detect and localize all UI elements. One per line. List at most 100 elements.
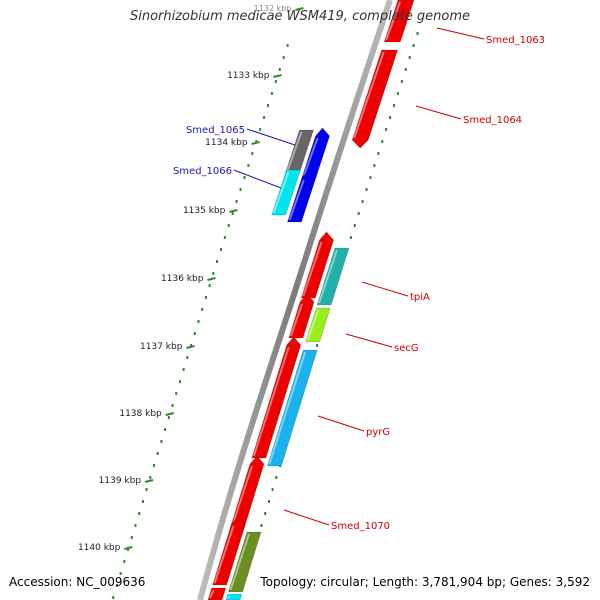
tick-dot: [219, 248, 222, 251]
genome-backbone: [197, 0, 393, 600]
gene-feature[interactable]: [207, 587, 227, 600]
kbp-tick-mark: [207, 277, 216, 281]
gene-label[interactable]: Smed_1064: [463, 115, 522, 126]
gene-label[interactable]: tpiA: [410, 292, 430, 303]
tick-dot: [216, 260, 218, 263]
kbp-tick-mark: [251, 141, 260, 145]
tick-dot: [381, 140, 384, 143]
gene-label-leader: [345, 333, 393, 348]
tick-dot: [282, 56, 285, 59]
tick-dot: [243, 176, 246, 179]
tick-dot: [182, 368, 185, 371]
tick-dot: [186, 356, 189, 359]
tick-dot: [123, 560, 126, 563]
tick-dot: [416, 32, 419, 35]
tick-dot: [239, 188, 242, 191]
kbp-tick-label: 1140 kbp: [78, 543, 121, 553]
gene-label[interactable]: pyrG: [366, 427, 390, 438]
gene-feature[interactable]: [288, 293, 315, 339]
genome-summary-text: Topology: circular; Length: 3,781,904 bp…: [260, 575, 590, 589]
tick-dot: [251, 152, 254, 155]
tick-dot: [134, 524, 137, 527]
tick-dot: [264, 512, 267, 515]
tick-dot: [263, 116, 266, 119]
gene-feature[interactable]: [251, 336, 302, 459]
tick-dot: [255, 140, 258, 143]
gene-label[interactable]: Smed_1065: [186, 125, 245, 136]
tick-dot: [412, 44, 415, 47]
gene-feature[interactable]: [266, 349, 318, 467]
gene-label-leader: [283, 509, 330, 526]
accession-text: Accession: NC_009636: [9, 575, 146, 589]
tick-dot: [212, 272, 215, 275]
gene-feature-highlight: [209, 589, 215, 599]
tick-dot: [274, 80, 277, 83]
gene-feature-highlight: [268, 351, 307, 465]
gene-feature-highlight: [353, 51, 385, 139]
tick-dot: [408, 56, 411, 59]
tick-dot: [271, 488, 274, 491]
gene-labels: Smed_1063 Smed_1064 Smed_1065 Smed_1066 tpiA…: [173, 27, 545, 532]
gene-label[interactable]: secG: [394, 343, 419, 354]
tick-dot: [130, 536, 133, 539]
kbp-tick-label: 1133 kbp: [227, 71, 270, 81]
gene-label[interactable]: Smed_1066: [173, 166, 232, 177]
tick-dot: [153, 464, 155, 467]
gene-label-leader: [415, 105, 462, 120]
gene-feature[interactable]: [351, 49, 399, 149]
gene-label-leader: [246, 128, 296, 146]
kbp-tick-label: 1134 kbp: [205, 138, 248, 148]
gene-feature[interactable]: [271, 169, 301, 216]
tick-dot: [385, 128, 388, 131]
tick-dot: [247, 164, 250, 167]
tick-dot: [156, 452, 159, 455]
kbp-tick-label: 1136 kbp: [161, 274, 204, 284]
tick-dot: [231, 212, 234, 215]
gene-feature-highlight: [286, 131, 303, 171]
gene-feature[interactable]: [305, 307, 331, 343]
gene-feature-highlight: [272, 171, 290, 214]
gene-feature-highlight: [229, 533, 250, 591]
tick-dot: [275, 476, 278, 479]
gene-feature-highlight: [288, 179, 305, 221]
gene-feature[interactable]: [383, 0, 415, 43]
tick-dot: [357, 212, 360, 215]
gene-label[interactable]: Smed_1063: [486, 35, 545, 46]
gene-feature-highlight: [302, 241, 323, 297]
tick-dot: [235, 200, 238, 203]
tick-dot: [365, 188, 368, 191]
gene-feature[interactable]: [287, 169, 317, 223]
tick-dot: [259, 128, 262, 131]
kbp-tick-mark: [295, 7, 304, 11]
tick-dot: [369, 176, 372, 179]
gene-feature[interactable]: [316, 247, 350, 306]
tick-dot: [389, 116, 392, 119]
tick-dot: [190, 344, 193, 347]
tick-dot: [270, 92, 273, 95]
gene-feature[interactable]: [212, 515, 246, 586]
tick-dot: [193, 332, 196, 335]
tick-dot: [373, 164, 376, 167]
tick-dot: [175, 392, 178, 395]
gene-feature[interactable]: [228, 531, 262, 593]
gene-feature[interactable]: [225, 593, 243, 600]
tick-dot: [115, 584, 118, 587]
gene-label-leader: [436, 27, 485, 40]
tick-dot: [201, 308, 204, 311]
tick-dot: [119, 572, 122, 575]
kbp-tick-label: 1137 kbp: [140, 342, 183, 352]
gene-label[interactable]: Smed_1070: [331, 521, 390, 532]
gene-feature-highlight: [318, 249, 338, 304]
tick-dot: [286, 44, 289, 47]
gene-feature[interactable]: [285, 129, 314, 173]
tick-dot: [361, 200, 364, 203]
gene-label-leader: [233, 169, 282, 189]
tick-dot: [278, 68, 281, 71]
gene-feature-highlight: [289, 303, 303, 337]
kbp-tick-mark: [273, 74, 282, 78]
kbp-tick-label: 1139 kbp: [99, 476, 142, 486]
tick-dot: [223, 236, 226, 239]
tick-dot: [160, 440, 163, 443]
tick-dot: [164, 428, 167, 431]
